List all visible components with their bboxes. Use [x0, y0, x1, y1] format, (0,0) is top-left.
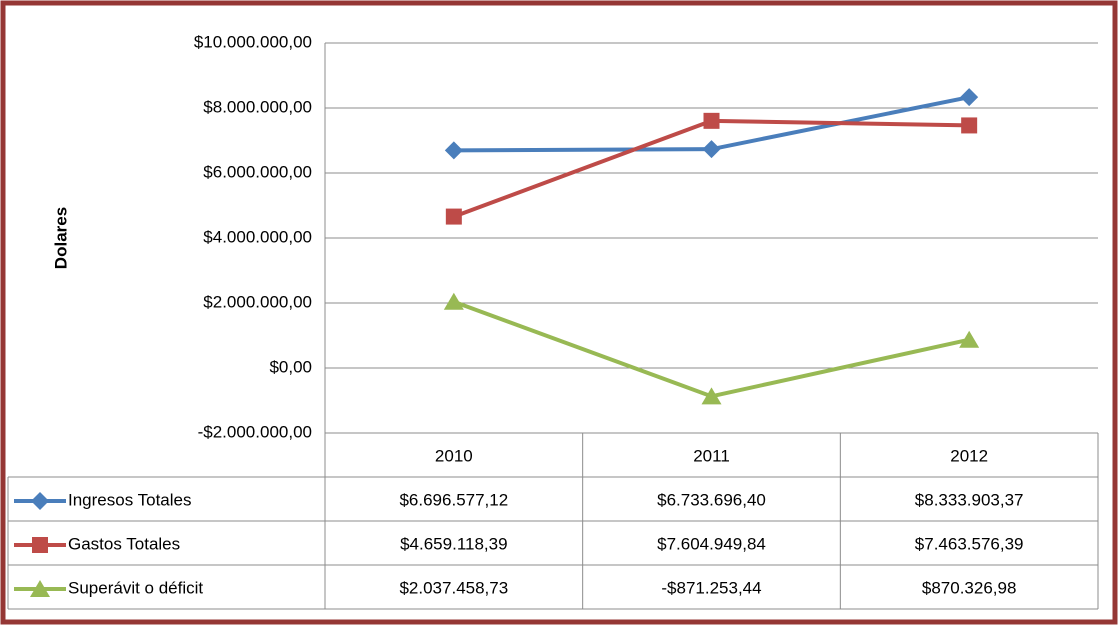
table-value: $7.604.949,84 [657, 534, 766, 553]
table-value: $6.733.696,40 [657, 490, 766, 509]
series-marker [703, 112, 720, 129]
series-line [453, 118, 970, 219]
table-value: $2.037.458,73 [399, 578, 508, 597]
y-tick-label: $4.000.000,00 [203, 227, 312, 246]
y-tick-label: $10.000.000,00 [194, 32, 312, 51]
legend-marker [32, 537, 48, 553]
legend-label: Superávit o déficit [68, 578, 203, 597]
y-tick-label: $0,00 [269, 357, 312, 376]
category-label: 2012 [950, 446, 988, 465]
series-marker [960, 88, 979, 107]
legend-label: Gastos Totales [68, 534, 180, 553]
legend-marker [30, 580, 50, 597]
series-marker [445, 208, 462, 225]
series-marker [702, 140, 721, 159]
table-value: $870.326,98 [922, 578, 1017, 597]
series-marker [701, 387, 722, 405]
series-marker [444, 141, 463, 160]
table-value: $7.463.576,39 [915, 534, 1024, 553]
y-axis-label: Dolares [51, 207, 70, 269]
table-value: $6.696.577,12 [399, 490, 508, 509]
legend-label: Ingresos Totales [68, 490, 191, 509]
y-tick-label: -$2.000.000,00 [198, 422, 312, 441]
y-tick-label: $8.000.000,00 [203, 97, 312, 116]
series-marker [959, 330, 980, 348]
series-marker [443, 292, 464, 310]
series-line [453, 299, 970, 399]
category-label: 2010 [435, 446, 473, 465]
y-tick-label: $2.000.000,00 [203, 292, 312, 311]
table-value: $8.333.903,37 [915, 490, 1024, 509]
table-value: -$871.253,44 [661, 578, 761, 597]
table-value: $4.659.118,39 [400, 534, 507, 553]
category-label: 2011 [693, 446, 730, 465]
y-tick-label: $6.000.000,00 [203, 162, 312, 181]
series-marker [961, 117, 978, 134]
legend-marker [31, 492, 49, 510]
